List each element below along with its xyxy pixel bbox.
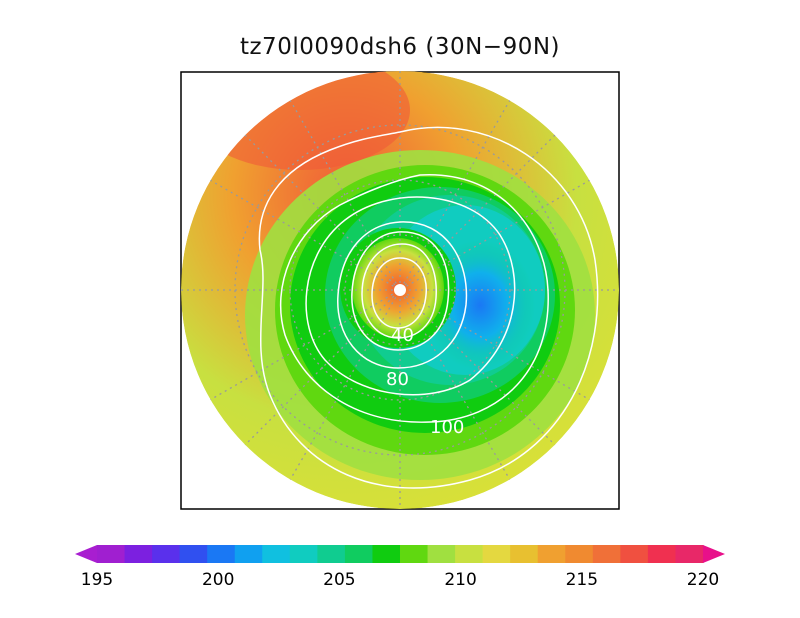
colorbar-swatch — [592, 545, 621, 563]
colorbar-swatch — [207, 545, 236, 563]
map-title: tz70l0090dsh6 (30N−90N) — [239, 34, 561, 60]
pole-marker — [394, 284, 406, 296]
colorbar-swatch — [372, 545, 401, 563]
colorbar-swatch — [510, 545, 539, 563]
colorbar-tick-label: 220 — [686, 570, 720, 590]
colorbar-swatch — [317, 545, 346, 563]
colorbar-swatch — [124, 545, 153, 563]
colorbar-swatch — [537, 545, 566, 563]
graticule — [181, 71, 619, 509]
colorbar-tick-label: 215 — [565, 570, 599, 590]
colorbar-swatch — [647, 545, 677, 563]
colorbar-swatch — [152, 545, 181, 563]
contour-label-100: 100 — [430, 417, 464, 438]
colorbar-swatch — [344, 545, 374, 563]
colorbar-tick-label: 200 — [201, 570, 235, 590]
colorbar-swatch — [179, 545, 208, 563]
colorbar-swatch — [427, 545, 456, 563]
colorbar-max-arrow — [703, 545, 725, 563]
contour-label-40: 40 — [391, 325, 414, 346]
colorbar-swatch — [675, 545, 704, 563]
contours — [258, 126, 599, 489]
colorbar-swatch — [482, 545, 511, 563]
colorbar-swatch — [234, 545, 263, 563]
colorbar-tick-label: 195 — [80, 570, 114, 590]
colorbar-swatch — [455, 545, 484, 563]
temperature-field — [181, 71, 619, 509]
colorbar-swatch — [262, 545, 291, 563]
colorbar-tick-label: 210 — [444, 570, 477, 590]
colorbar-tick-label: 205 — [323, 570, 356, 590]
colorbar-swatch — [289, 545, 318, 563]
colorbar-min-arrow — [75, 545, 97, 563]
colorbar — [75, 545, 725, 563]
colorbar-swatch — [565, 545, 594, 563]
colorbar-swatch — [400, 545, 429, 563]
contour-label-80: 80 — [386, 369, 409, 390]
colorbar-swatch — [620, 545, 649, 563]
colorbar-swatch — [97, 545, 126, 563]
